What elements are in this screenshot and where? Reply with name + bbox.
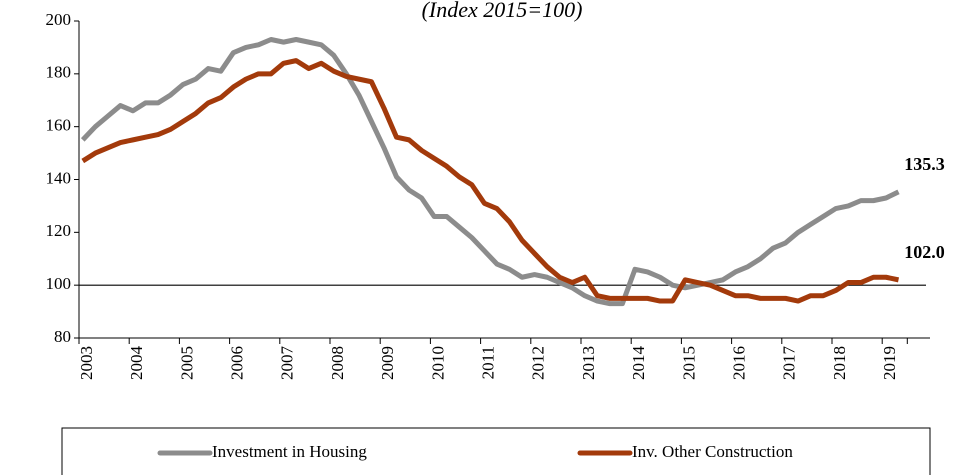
x-tick-label: 2004 [127,346,146,381]
x-tick-label: 2009 [378,346,397,380]
x-tick-label: 2014 [629,346,648,381]
y-tick-label: 160 [46,116,72,135]
series-line [81,58,900,304]
legend-box [61,427,931,475]
legend-label: Investment in Housing [212,442,367,461]
x-tick-label: 2012 [529,346,548,380]
x-tick-label: 2016 [730,346,749,380]
chart-title: (Index 2015=100) [422,0,583,22]
y-tick-label: 100 [46,274,72,293]
y-tick-label: 120 [46,221,72,240]
y-tick-label: 180 [46,63,72,82]
value-label: 102.0 [904,242,945,262]
y-tick-label: 140 [46,168,72,187]
x-tick-label: 2019 [880,346,899,380]
x-tick-label: 2005 [177,346,196,380]
x-tick-label: 2013 [579,346,598,380]
x-tick-label: 2006 [228,346,247,380]
x-tick-label: 2010 [428,346,447,380]
x-tick-label: 2008 [328,346,347,380]
x-tick-label: 2011 [479,346,498,379]
value-label: 135.3 [904,154,945,174]
x-tick-label: 2015 [679,346,698,380]
legend-label: Inv. Other Construction [632,442,793,461]
x-tick-label: 2017 [780,346,799,381]
x-tick-label: 2007 [278,346,297,381]
y-tick-label: 200 [46,10,72,29]
x-tick-label: 2018 [830,346,849,380]
x-tick-label: 2003 [77,346,96,380]
series-line [80,36,900,307]
y-tick-label: 80 [54,327,71,346]
